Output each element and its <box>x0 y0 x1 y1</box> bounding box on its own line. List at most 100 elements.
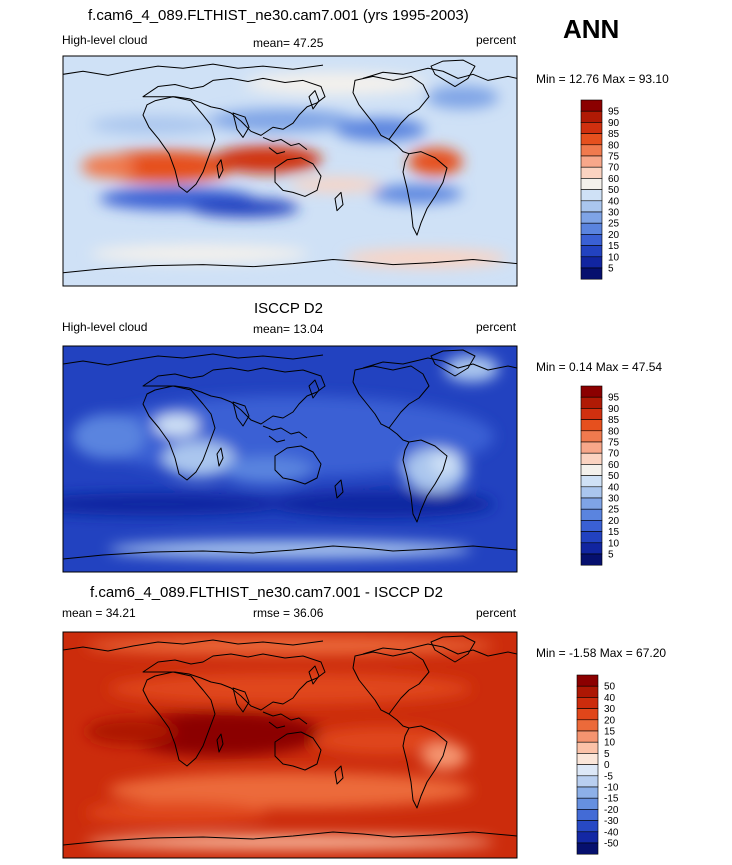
colorbar-box <box>576 831 599 844</box>
colorbar-box <box>580 211 603 224</box>
field-contour <box>108 672 472 705</box>
colorbar-box <box>580 245 603 258</box>
colorbar-box <box>580 464 603 476</box>
colorbar-tick-label: 40 <box>608 196 620 207</box>
colorbar-box <box>580 166 603 179</box>
colorbar-tick-label: 30 <box>608 208 620 219</box>
field-contour <box>108 772 472 809</box>
field-contour <box>212 145 322 174</box>
field-contour <box>90 115 218 135</box>
colorbar-box <box>580 408 603 420</box>
field-contour <box>153 413 200 437</box>
colorbar-tick-label: -30 <box>604 816 619 827</box>
colorbar-tick-label: 5 <box>608 550 614 561</box>
panel1-variable-label: High-level cloud <box>62 33 148 47</box>
field-contour <box>190 198 300 217</box>
colorbar-box <box>576 730 599 743</box>
field-contour <box>85 835 495 849</box>
colorbar-box <box>580 110 603 123</box>
map-panel-3 <box>63 632 517 858</box>
colorbar-box <box>576 797 599 810</box>
colorbar-box <box>576 719 599 732</box>
colorbar-box <box>580 99 603 112</box>
colorbar-box <box>580 486 603 499</box>
colorbar-box <box>580 122 603 134</box>
field-contour <box>344 249 508 268</box>
field-contour <box>81 154 136 178</box>
colorbar-box <box>576 775 599 788</box>
colorbar-box <box>580 430 603 443</box>
colorbar-tick-label: 60 <box>608 174 620 185</box>
colorbar-tick-label: 30 <box>604 704 616 715</box>
colorbar-box <box>576 708 599 721</box>
panel2-units-label: percent <box>476 320 517 334</box>
colorbar-box <box>580 475 603 488</box>
colorbar-box <box>576 741 599 754</box>
map-panel-1 <box>63 56 517 286</box>
map-frame <box>62 345 518 573</box>
colorbar-box <box>580 189 603 202</box>
colorbar-tick-label: 60 <box>608 460 620 471</box>
colorbar-tick-label: 90 <box>608 118 620 129</box>
panel2-minmax: Min = 0.14 Max = 47.54 <box>536 360 663 374</box>
colorbar-tick-label: 10 <box>604 738 616 749</box>
colorbar-tick-label: 90 <box>608 404 620 415</box>
field-contour <box>244 72 427 96</box>
colorbar-tick-label: -50 <box>604 839 619 850</box>
colorbar-box <box>580 267 603 280</box>
field-contour <box>426 85 499 109</box>
colorbar-tick-label: 10 <box>608 538 620 549</box>
panel1-title: f.cam6_4_089.FLTHIST_ne30.cam7.001 (yrs … <box>88 7 469 24</box>
colorbar-tick-label: 10 <box>608 252 620 263</box>
field-contour <box>85 801 268 825</box>
panel1-minmax: Min = 12.76 Max = 93.10 <box>536 72 669 86</box>
panel2-mean-label: mean= 13.04 <box>253 322 324 336</box>
colorbar-box <box>580 542 603 555</box>
colorbar-box <box>580 508 603 521</box>
colorbar-box <box>576 764 599 777</box>
colorbar-tick-label: 20 <box>608 230 620 241</box>
panel3-minmax: Min = -1.58 Max = 67.20 <box>536 646 667 660</box>
field-contour <box>408 148 463 176</box>
field-contour <box>108 540 472 559</box>
panel2-variable-label: High-level cloud <box>62 320 148 334</box>
colorbar-tick-label: 30 <box>608 494 620 505</box>
field-contour <box>162 440 236 478</box>
map-panel-2 <box>63 346 517 572</box>
season-label: ANN <box>563 14 620 44</box>
colorbar-box <box>580 396 603 409</box>
colorbar-tick-label: 20 <box>608 516 620 527</box>
panel3-title: f.cam6_4_089.FLTHIST_ne30.cam7.001 - ISC… <box>90 584 443 601</box>
colorbar-box <box>576 685 599 698</box>
colorbar-box <box>580 178 603 190</box>
colorbar-box <box>576 697 599 709</box>
field-contour <box>63 492 290 516</box>
field-contour <box>122 711 322 757</box>
colorbar-tick-label: 15 <box>608 241 620 252</box>
colorbar-box <box>576 820 599 833</box>
colorbar-tick-label: 70 <box>608 163 620 174</box>
colorbar-tick-label: 85 <box>608 415 620 426</box>
panel1-units-label: percent <box>476 33 517 47</box>
colorbar-tick-label: 80 <box>608 140 620 151</box>
field-contour <box>72 413 145 459</box>
colorbar-tick-label: 50 <box>604 682 616 693</box>
field-contour <box>421 742 468 770</box>
colorbar-box <box>576 753 599 765</box>
colorbar-tick-label: 25 <box>608 505 620 516</box>
map-frame <box>62 631 518 859</box>
colorbar-tick-label: 80 <box>608 426 620 437</box>
colorbar-tick-label: 50 <box>608 185 620 196</box>
colorbar-box <box>576 842 599 855</box>
field-contour <box>371 184 463 204</box>
colorbar-tick-label: 70 <box>608 449 620 460</box>
field-contour <box>85 717 177 745</box>
colorbar-box <box>580 256 603 269</box>
colorbar-tick-label: 40 <box>604 693 616 704</box>
field-contour <box>85 636 495 655</box>
colorbar-box <box>580 452 603 465</box>
colorbar-box <box>580 497 603 510</box>
